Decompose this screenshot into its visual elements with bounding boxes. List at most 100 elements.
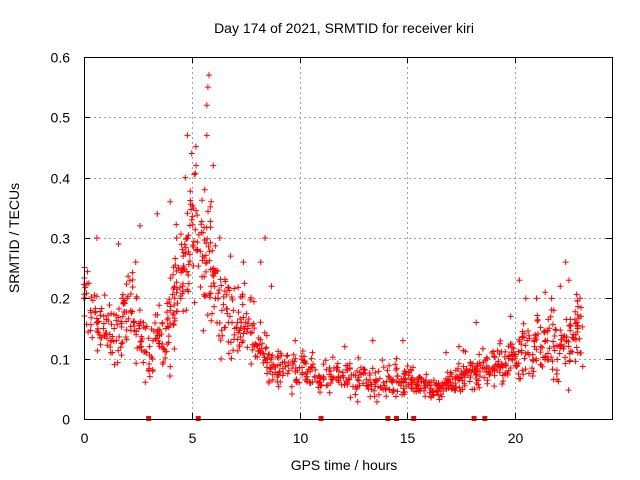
peak-point [443, 349, 450, 356]
data-point [315, 384, 322, 391]
data-point [158, 331, 165, 338]
data-point [578, 304, 585, 311]
data-point [373, 376, 380, 383]
data-gap-marker [195, 416, 201, 421]
data-point [476, 351, 483, 358]
data-point [277, 361, 284, 368]
data-point [535, 316, 542, 323]
data-point [272, 369, 279, 376]
data-point [380, 364, 387, 371]
data-point [476, 384, 483, 391]
peak-point [542, 289, 549, 296]
data-point [115, 347, 122, 354]
data-point [97, 308, 104, 315]
data-point [173, 289, 180, 296]
data-point [125, 315, 132, 322]
data-point [203, 259, 210, 266]
data-point [492, 361, 499, 368]
peak-point [533, 295, 540, 302]
data-point [186, 222, 193, 229]
data-point [553, 342, 560, 349]
data-point [557, 327, 564, 334]
data-point [143, 349, 150, 356]
data-point [109, 349, 116, 356]
y-tick-label: 0.3 [51, 231, 71, 247]
data-point [263, 344, 270, 351]
data-point [384, 367, 391, 374]
data-point [266, 351, 273, 358]
data-point [225, 338, 232, 345]
peak-point [522, 295, 529, 302]
data-point [475, 377, 482, 384]
data-point [566, 358, 573, 365]
data-point [108, 310, 115, 317]
data-point [549, 321, 556, 328]
data-point [307, 363, 314, 370]
data-point [119, 339, 126, 346]
data-point [401, 388, 408, 395]
data-point [544, 350, 551, 357]
data-point [339, 369, 346, 376]
y-tick-label: 0.2 [51, 291, 71, 307]
data-point [573, 291, 580, 298]
data-point [149, 337, 156, 344]
data-point [174, 286, 181, 293]
data-point [422, 379, 429, 386]
data-point [137, 318, 144, 325]
data-point [418, 378, 425, 385]
data-point [294, 367, 301, 374]
data-point [123, 336, 130, 343]
data-point [447, 369, 454, 376]
data-point [191, 171, 198, 178]
data-point [363, 376, 370, 383]
data-point [252, 353, 259, 360]
data-point [507, 341, 514, 348]
peak-point [137, 222, 144, 229]
data-point [180, 263, 187, 270]
data-point [471, 364, 478, 371]
data-point [522, 366, 529, 373]
y-tick-label: 0.4 [51, 171, 71, 187]
data-point [482, 357, 489, 364]
data-point [539, 344, 546, 351]
data-point [392, 361, 399, 368]
data-point [94, 347, 101, 354]
data-point [165, 339, 172, 346]
data-point [427, 385, 434, 392]
data-point [251, 325, 258, 332]
data-point [197, 284, 204, 291]
data-point [369, 365, 376, 372]
data-point [98, 305, 105, 312]
peak-point [516, 277, 523, 284]
data-point [306, 379, 313, 386]
peak-point [548, 295, 555, 302]
data-point [137, 343, 144, 350]
data-point [218, 307, 225, 314]
data-point [566, 322, 573, 329]
peak-point [240, 259, 247, 266]
data-point [210, 280, 217, 287]
data-point [509, 352, 516, 359]
data-gap-marker [482, 416, 488, 421]
data-point [299, 371, 306, 378]
data-point [579, 363, 586, 370]
data-point [224, 284, 231, 291]
data-point [218, 282, 225, 289]
data-point [328, 373, 335, 380]
data-point [276, 368, 283, 375]
data-point [183, 244, 190, 251]
peak-point [257, 259, 264, 266]
data-point [130, 319, 137, 326]
data-point [288, 383, 295, 390]
data-point [202, 260, 209, 267]
data-point [244, 320, 251, 327]
data-point [267, 366, 274, 373]
data-point [557, 343, 564, 350]
data-point [205, 208, 212, 215]
data-point [126, 277, 133, 284]
peak-point [227, 253, 234, 260]
data-point [459, 386, 466, 393]
data-point [508, 349, 515, 356]
data-point [483, 365, 490, 372]
